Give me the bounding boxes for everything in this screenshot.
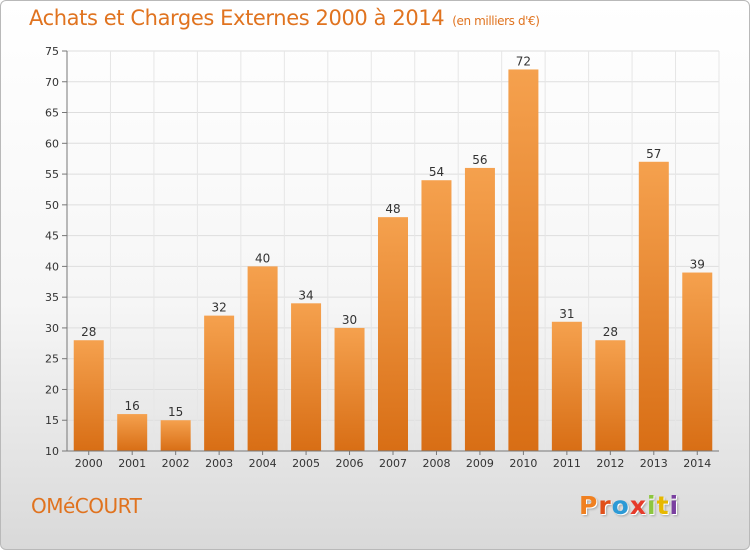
- value-label-2007: 48: [385, 202, 400, 216]
- logo-letter: t: [656, 491, 670, 520]
- value-label-2003: 32: [211, 301, 226, 315]
- logo-letter: o: [611, 491, 630, 520]
- value-label-2009: 56: [472, 153, 487, 167]
- y-tick-label: 10: [45, 445, 59, 458]
- commune-name: OMéCOURT: [31, 494, 142, 518]
- x-tick-label-2007: 2007: [379, 457, 407, 470]
- value-label-2002: 15: [168, 405, 183, 419]
- x-tick-label-2005: 2005: [292, 457, 320, 470]
- x-tick-label-2000: 2000: [75, 457, 103, 470]
- bar-2014[interactable]: [682, 272, 713, 451]
- logo-letter: i: [669, 491, 680, 520]
- y-tick-label: 70: [45, 76, 59, 89]
- value-label-2013: 57: [646, 147, 661, 161]
- y-tick-label: 75: [45, 45, 59, 58]
- axes: 10 15 20 25 30 35 40 45 50 55 60 65 70 75 2000 2001 2002…: [45, 45, 719, 470]
- bar-2006[interactable]: [334, 327, 365, 451]
- y-tick-label: 35: [45, 291, 59, 304]
- logo-letter: r: [598, 491, 612, 520]
- value-label-2006: 30: [342, 313, 357, 327]
- bar-2011[interactable]: [551, 321, 582, 451]
- value-label-2014: 39: [690, 258, 705, 272]
- bar-2009[interactable]: [464, 167, 495, 451]
- bar-2012[interactable]: [595, 340, 626, 451]
- bars: 28 16 15 32 40 34 30 48 54 56 72 31 28 57 39: [73, 54, 713, 451]
- bar-2001[interactable]: [117, 414, 148, 451]
- value-label-2008: 54: [429, 165, 444, 179]
- x-tick-label-2012: 2012: [596, 457, 624, 470]
- x-tick-label-2001: 2001: [118, 457, 146, 470]
- value-label-2010: 72: [516, 54, 531, 68]
- x-tick-label-2002: 2002: [162, 457, 190, 470]
- y-tick-label: 60: [45, 137, 59, 150]
- bar-2002[interactable]: [160, 420, 191, 451]
- y-tick-label: 50: [45, 199, 59, 212]
- proxiti-logo[interactable]: Proxiti: [579, 491, 679, 520]
- value-label-2000: 28: [81, 325, 96, 339]
- x-tick-label-2013: 2013: [640, 457, 668, 470]
- x-tick-label-2009: 2009: [466, 457, 494, 470]
- y-tick-label: 65: [45, 107, 59, 120]
- x-tick-label-2011: 2011: [553, 457, 581, 470]
- bar-2010[interactable]: [508, 69, 539, 451]
- y-tick-label: 55: [45, 168, 59, 181]
- value-label-2011: 31: [559, 307, 574, 321]
- x-tick-label-2008: 2008: [422, 457, 450, 470]
- y-tick-label: 30: [45, 322, 59, 335]
- x-tick-label-2006: 2006: [336, 457, 364, 470]
- chart-unit: (en milliers d'€): [452, 14, 540, 28]
- y-tick-label: 20: [45, 383, 59, 396]
- x-tick-label-2014: 2014: [683, 457, 711, 470]
- value-label-2001: 16: [125, 399, 140, 413]
- chart-title-text: Achats et Charges Externes 2000 à 2014: [29, 6, 445, 30]
- chart-title: Achats et Charges Externes 2000 à 2014 (e…: [29, 6, 540, 30]
- value-label-2005: 34: [298, 288, 313, 302]
- y-tick-label: 15: [45, 414, 59, 427]
- logo-letter: i: [647, 491, 657, 520]
- bar-2005[interactable]: [291, 303, 322, 451]
- logo-letter: P: [579, 491, 599, 520]
- bar-2008[interactable]: [421, 180, 452, 451]
- logo-letter: x: [629, 491, 647, 520]
- bar-2004[interactable]: [247, 266, 278, 451]
- y-tick-label: 40: [45, 260, 59, 273]
- bar-2013[interactable]: [638, 161, 669, 451]
- bar-2007[interactable]: [378, 217, 408, 451]
- y-tick-label: 25: [45, 353, 59, 366]
- x-tick-label-2010: 2010: [509, 457, 537, 470]
- x-tick-label-2003: 2003: [205, 457, 233, 470]
- bar-2000[interactable]: [73, 340, 104, 451]
- bar-2003[interactable]: [204, 315, 235, 451]
- x-tick-label-2004: 2004: [249, 457, 277, 470]
- value-label-2004: 40: [255, 251, 270, 265]
- value-label-2012: 28: [603, 325, 618, 339]
- y-tick-label: 45: [45, 230, 59, 243]
